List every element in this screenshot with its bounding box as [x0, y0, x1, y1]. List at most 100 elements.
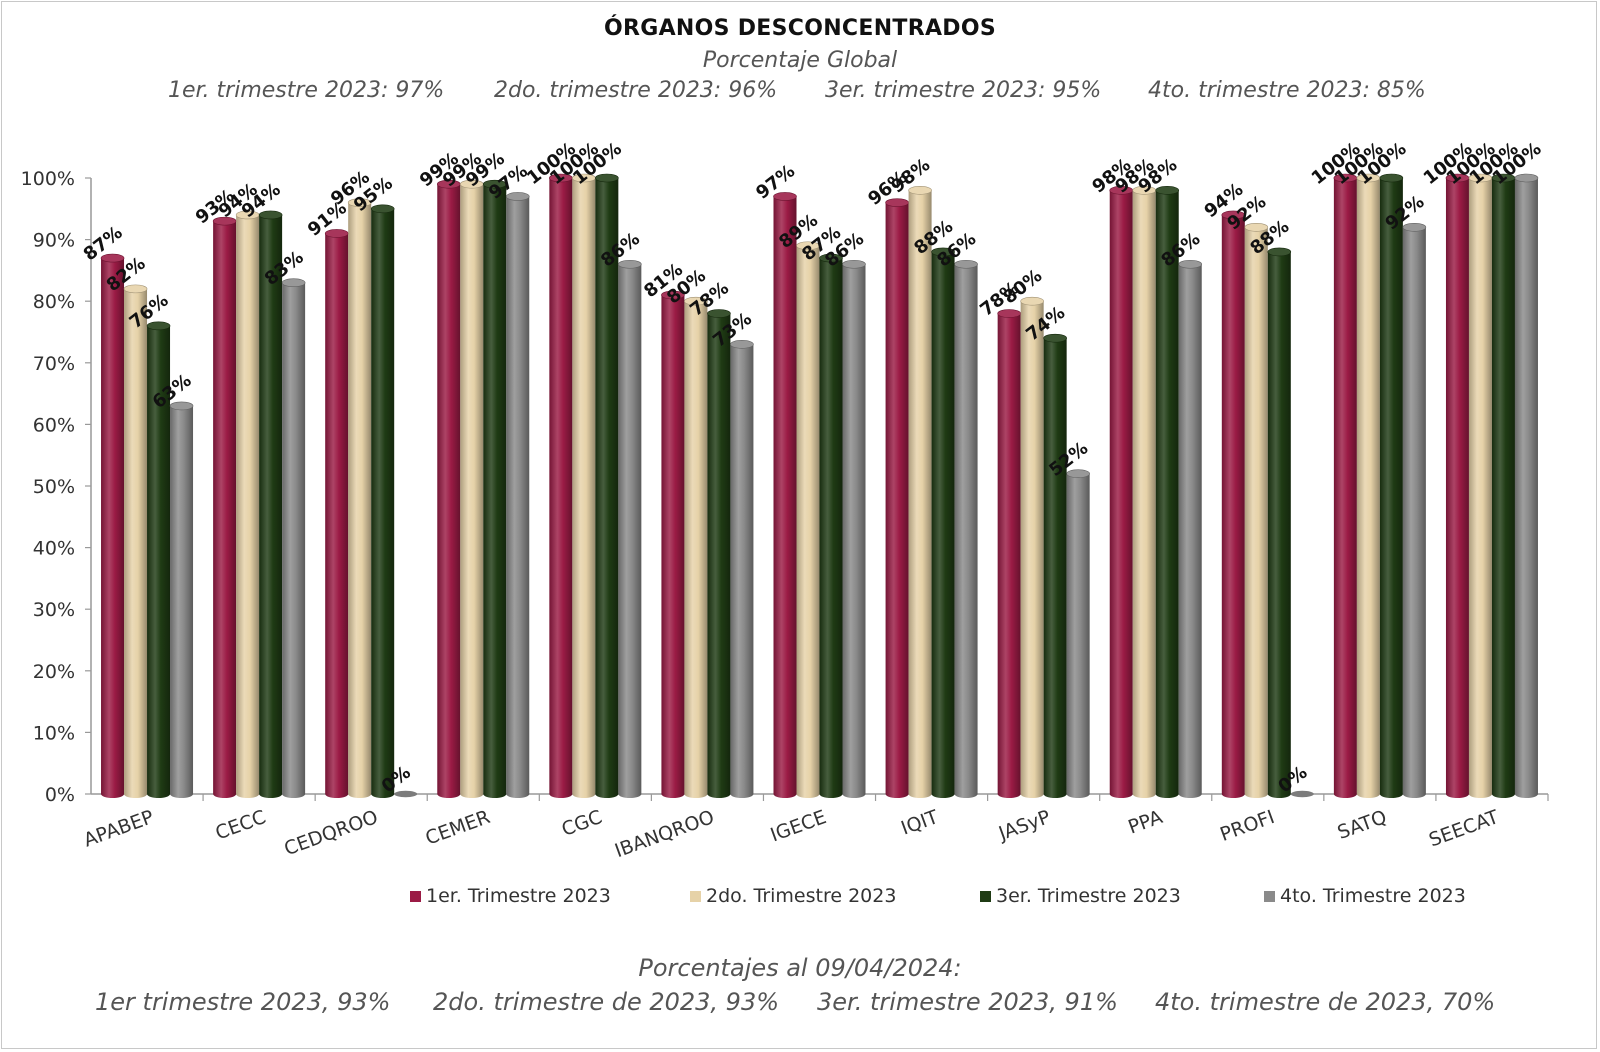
bar-top [1043, 333, 1067, 343]
x-tick-label: JASyP [995, 806, 1053, 845]
bar [147, 325, 171, 798]
bar-top [908, 186, 932, 195]
bar-top [100, 253, 125, 263]
y-tick-label: 40% [33, 538, 75, 560]
bar [1221, 214, 1245, 798]
bar [1043, 338, 1067, 798]
y-tick-label: 60% [33, 414, 75, 436]
x-tick-label: IGECE [768, 806, 830, 846]
bar [796, 245, 820, 798]
legend-item-q3: 3er. Trimestre 2023 [980, 884, 1181, 908]
bar-top [1178, 259, 1203, 269]
x-tick-label: SATQ [1335, 806, 1390, 844]
bar-top [258, 210, 283, 220]
bar [1402, 227, 1426, 798]
bar-top [842, 259, 866, 269]
bar-top [169, 401, 194, 411]
footer-item-4: 4to. trimestre de 2023, 70% [1155, 988, 1496, 1016]
x-tick-label: APABEP [81, 806, 157, 852]
bar [707, 313, 731, 798]
quarter-summary-3: 3er. trimestre 2023: 95% [825, 78, 1102, 103]
legend-label-q1: 1er. Trimestre 2023 [426, 885, 611, 907]
legend-swatch-q3 [980, 890, 991, 902]
bar [1244, 227, 1268, 798]
bar-top [1020, 296, 1044, 306]
bar [506, 196, 530, 799]
x-tick-label: IQIT [898, 806, 941, 840]
bar [618, 264, 642, 798]
bar [661, 295, 685, 798]
bar [1178, 264, 1202, 798]
bar [730, 344, 754, 798]
bar-top [1379, 173, 1404, 183]
y-tick-label: 10% [33, 722, 75, 744]
bar-top [123, 284, 148, 294]
legend-label-q3: 3er. Trimestre 2023 [996, 885, 1181, 907]
bar-top [618, 259, 642, 269]
bar [684, 301, 708, 798]
y-tick-label: 20% [33, 661, 75, 683]
bar-top [1267, 247, 1292, 257]
bar [997, 313, 1021, 798]
bar [954, 264, 978, 798]
bar [170, 405, 194, 798]
bar [1155, 190, 1179, 798]
bar [549, 178, 573, 798]
bar-zero [394, 790, 418, 798]
quarter-summary-2: 2do. trimestre 2023: 96% [494, 78, 778, 103]
quarter-summary-4: 4to. trimestre 2023: 85% [1148, 78, 1426, 103]
quarter-summary-1: 1er. trimestre 2023: 97% [168, 78, 445, 103]
bar [1491, 178, 1515, 798]
bar [282, 282, 306, 799]
bar [259, 214, 283, 798]
footer-item-1: 1er trimestre 2023, 93% [95, 988, 391, 1016]
bar [1468, 178, 1492, 798]
bar-top [1514, 173, 1539, 183]
chart-title: ÓRGANOS DESCONCENTRADOS [603, 16, 996, 41]
footer-item-2: 2do. trimestre de 2023, 93% [433, 988, 780, 1016]
bar [1445, 178, 1469, 798]
bar [842, 264, 866, 798]
bar [460, 184, 484, 798]
bar [931, 251, 955, 799]
y-tick-label: 80% [33, 291, 75, 313]
bar-top [796, 241, 820, 251]
bar [437, 184, 461, 798]
bar [371, 208, 395, 799]
legend-item-q1: 1er. Trimestre 2023 [410, 884, 611, 908]
bar [1356, 178, 1380, 798]
legend-swatch-q2 [690, 890, 701, 902]
bar [1109, 190, 1133, 798]
footer-item-3: 3er. trimestre 2023, 91% [817, 988, 1118, 1016]
bar-top [281, 278, 306, 288]
bar [908, 190, 932, 798]
bar-top [684, 296, 708, 306]
bar [236, 214, 260, 798]
bar-top [370, 204, 395, 214]
bar [1066, 473, 1090, 798]
x-tick-label: PROFI [1217, 806, 1277, 846]
bar [595, 178, 619, 798]
y-tick-label: 0% [45, 784, 75, 806]
y-tick-label: 30% [33, 599, 75, 621]
bar-top [707, 309, 731, 318]
bar [348, 202, 372, 798]
bar [572, 178, 596, 798]
bar-top [730, 340, 754, 349]
bar [483, 184, 507, 798]
bar-top [931, 247, 955, 257]
bar-top [347, 198, 372, 207]
bar-top [595, 173, 619, 183]
bar [1514, 178, 1538, 798]
bar-zero [1290, 790, 1314, 798]
bar-top [1244, 222, 1269, 232]
x-tick-label: CECC [213, 806, 269, 844]
legend-item-q2: 2do. Trimestre 2023 [690, 884, 896, 908]
bar [325, 233, 349, 798]
legend-label-q4: 4to. Trimestre 2023 [1280, 885, 1466, 907]
chart-subtitle: Porcentaje Global [702, 48, 898, 73]
legend-item-q4: 4to. Trimestre 2023 [1264, 884, 1466, 908]
bar [1379, 178, 1403, 798]
